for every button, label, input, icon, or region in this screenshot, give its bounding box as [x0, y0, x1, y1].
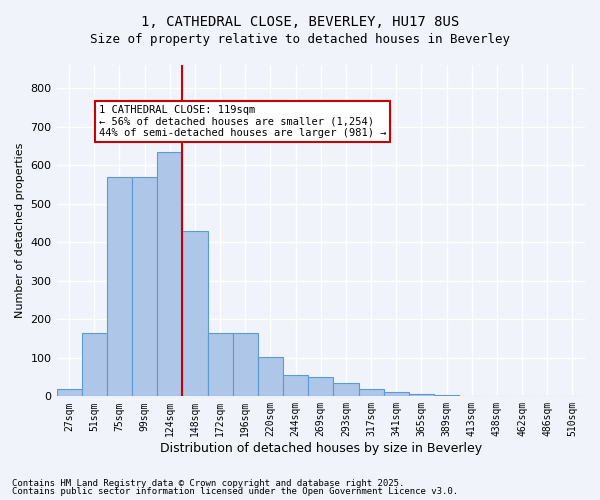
Bar: [132, 176, 157, 396]
Bar: [182, 230, 208, 396]
Bar: [409, 394, 434, 396]
Bar: [283, 375, 308, 396]
Text: Size of property relative to detached houses in Beverley: Size of property relative to detached ho…: [90, 32, 510, 46]
Text: 1, CATHEDRAL CLOSE, BEVERLEY, HU17 8US: 1, CATHEDRAL CLOSE, BEVERLEY, HU17 8US: [141, 15, 459, 29]
Bar: [82, 333, 107, 396]
Bar: [233, 333, 258, 396]
Bar: [56, 388, 82, 396]
Bar: [258, 356, 283, 397]
Bar: [308, 377, 334, 396]
Text: 1 CATHEDRAL CLOSE: 119sqm
← 56% of detached houses are smaller (1,254)
44% of se: 1 CATHEDRAL CLOSE: 119sqm ← 56% of detac…: [99, 105, 386, 138]
Bar: [359, 390, 383, 396]
Bar: [434, 395, 459, 396]
Text: Contains public sector information licensed under the Open Government Licence v3: Contains public sector information licen…: [12, 487, 458, 496]
Text: Contains HM Land Registry data © Crown copyright and database right 2025.: Contains HM Land Registry data © Crown c…: [12, 478, 404, 488]
Bar: [208, 333, 233, 396]
Bar: [157, 152, 182, 396]
Bar: [383, 392, 409, 396]
X-axis label: Distribution of detached houses by size in Beverley: Distribution of detached houses by size …: [160, 442, 482, 455]
Y-axis label: Number of detached properties: Number of detached properties: [15, 143, 25, 318]
Bar: [334, 383, 359, 396]
Bar: [107, 176, 132, 396]
